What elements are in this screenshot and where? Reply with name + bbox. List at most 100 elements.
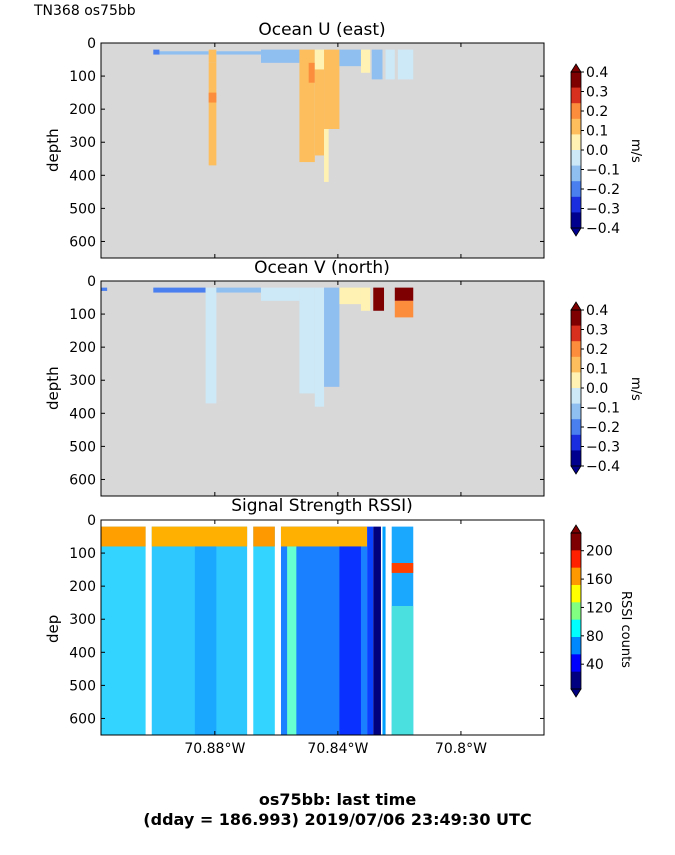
data-cell — [101, 287, 108, 291]
colorbar-tick-label: 200 — [586, 544, 613, 560]
colorbar-band — [571, 356, 581, 373]
y-tick-label: 100 — [69, 307, 96, 323]
data-cell — [324, 49, 340, 129]
colorbar-tick-label: 0.2 — [586, 342, 608, 358]
data-cell — [216, 51, 261, 55]
colorbar-tick-label: 80 — [586, 629, 604, 645]
y-tick-label: 500 — [69, 439, 96, 455]
colorbar-tick-label: 0.0 — [586, 143, 608, 159]
colorbar-band — [571, 150, 581, 167]
panel-title-u: Ocean U (east) — [258, 20, 386, 40]
data-cell — [360, 49, 371, 73]
data-cell — [287, 546, 297, 735]
colorbar-tick-label: 0.1 — [586, 124, 608, 140]
colorbar-band — [571, 654, 581, 673]
colorbar-tick-label: 40 — [586, 657, 604, 673]
colorbar-band — [571, 196, 581, 213]
colorbar-band — [571, 103, 581, 120]
colorbar-band — [571, 181, 581, 198]
data-cell — [253, 526, 275, 735]
colorbar-band — [571, 550, 581, 569]
colorbar-tick-label: −0.3 — [586, 440, 620, 456]
colorbar-band — [571, 637, 581, 655]
data-cell — [260, 287, 300, 301]
colorbar-tick-label: −0.1 — [586, 163, 620, 179]
y-tick-label: 400 — [69, 406, 96, 422]
data-cell — [373, 526, 381, 735]
data-cell — [208, 62, 217, 166]
colorbar-max-arrow — [570, 301, 582, 311]
colorbar-frame — [570, 532, 582, 690]
data-cell — [391, 606, 414, 735]
colorbar-band — [571, 87, 581, 104]
colorbar-max-arrow — [570, 524, 582, 534]
footer-line-2: (dday = 186.993) 2019/07/06 23:49:30 UTC — [143, 810, 532, 829]
data-cell — [324, 287, 340, 387]
data-cell — [208, 49, 217, 63]
data-cell — [153, 287, 206, 293]
data-cell — [308, 62, 315, 83]
colorbar-band — [571, 372, 581, 389]
colorbar-tick-label: 160 — [586, 572, 613, 588]
y-tick-label: 600 — [69, 711, 96, 727]
data-cell — [385, 49, 395, 80]
colorbar-band — [571, 533, 581, 551]
data-cell — [360, 287, 371, 311]
colorbar-tick-label: −0.2 — [586, 182, 620, 198]
colorbar-tick-label: −0.4 — [586, 459, 620, 475]
y-tick-label: 100 — [69, 546, 96, 562]
data-cell — [153, 49, 160, 55]
colorbar-tick-label: 0.4 — [586, 303, 608, 319]
colorbar-band — [571, 310, 581, 327]
y-tick-label: 300 — [69, 373, 96, 389]
panel-frame — [100, 280, 545, 497]
data-cell — [314, 287, 325, 407]
data-cell — [194, 546, 217, 735]
colorbar-min-arrow — [570, 227, 582, 237]
colorbar-band — [571, 388, 581, 405]
y-tick-label: 200 — [69, 102, 96, 118]
panel-frame — [100, 42, 545, 259]
data-cell — [394, 287, 414, 301]
data-cell — [216, 287, 261, 293]
y-tick-label: 200 — [69, 340, 96, 356]
data-cell — [397, 49, 414, 80]
data-cell — [339, 287, 361, 305]
data-cell — [324, 129, 329, 182]
data-cell — [339, 49, 361, 67]
data-cell — [367, 526, 374, 735]
data-cell — [253, 526, 275, 547]
x-tick-label: 70.88°W — [184, 741, 245, 757]
y-tick-label: 500 — [69, 678, 96, 694]
colorbar-tick-label: −0.4 — [586, 221, 620, 237]
data-cell — [314, 49, 328, 70]
panel-frame — [100, 519, 545, 736]
x-tick-label: 70.8°W — [435, 741, 487, 757]
data-cell — [280, 526, 368, 547]
figure-footer: os75bb: last time (dday = 186.993) 2019/… — [0, 790, 675, 830]
colorbar-tick-label: 0.2 — [586, 104, 608, 120]
data-cell — [208, 92, 217, 103]
colorbar-band — [571, 434, 581, 451]
corner-label: TN368 os75bb — [34, 3, 136, 19]
colorbar-tick-label: −0.3 — [586, 202, 620, 218]
colorbar-band — [571, 403, 581, 420]
data-cell — [101, 526, 146, 547]
data-cell — [339, 546, 361, 735]
data-cell — [371, 49, 383, 80]
y-tick-label: 600 — [69, 472, 96, 488]
colorbar-min-arrow — [570, 465, 582, 475]
colorbar-tick-label: 0.3 — [586, 323, 608, 339]
y-tick-label: 100 — [69, 69, 96, 85]
y-tick-label: 0 — [87, 36, 96, 52]
data-cell — [394, 300, 414, 318]
data-cell — [382, 526, 386, 735]
data-cell — [373, 287, 385, 311]
y-tick-label: 0 — [87, 513, 96, 529]
data-cell — [159, 51, 209, 55]
colorbar-band — [571, 671, 581, 690]
data-cell — [205, 287, 217, 404]
colorbar-tick-label: 0.3 — [586, 85, 608, 101]
data-cell — [391, 563, 414, 573]
y-tick-label: 600 — [69, 234, 96, 250]
